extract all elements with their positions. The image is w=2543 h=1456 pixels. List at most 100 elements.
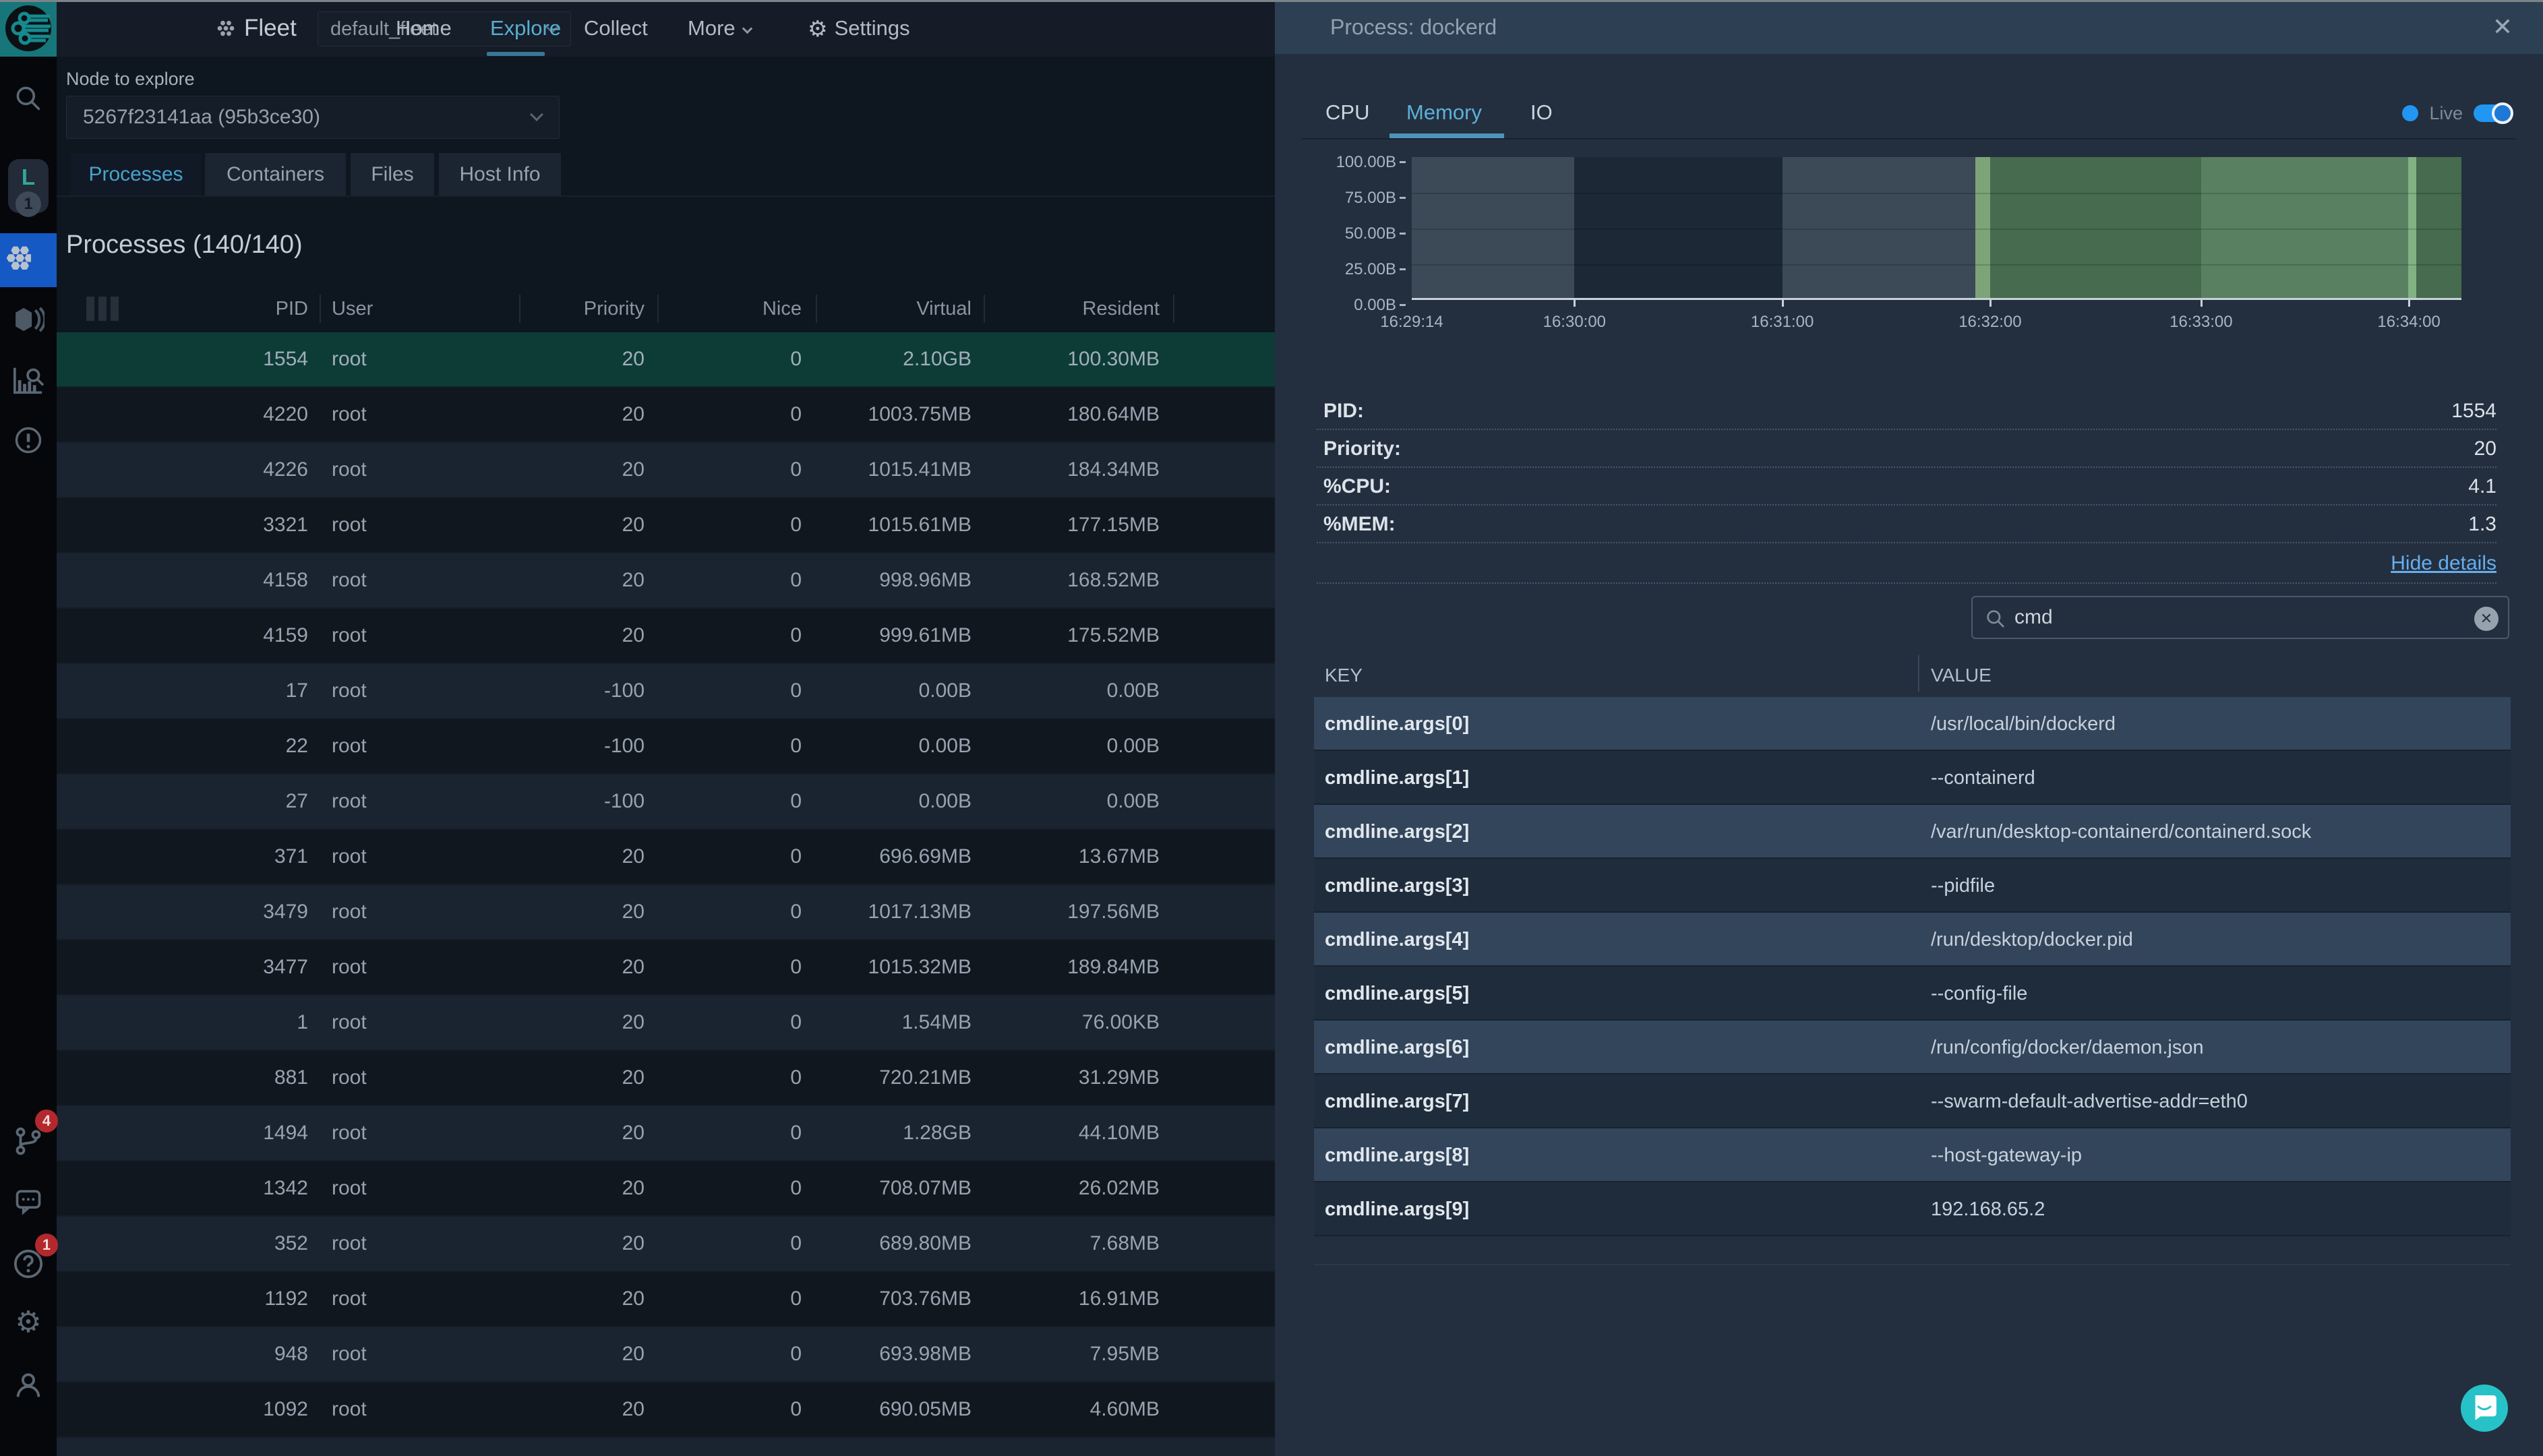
kv-header-value: VALUE [1931, 665, 1992, 686]
cell-priority: 20 [475, 885, 645, 939]
nav-item-home[interactable]: Home [396, 0, 452, 57]
memory-chart[interactable] [1412, 157, 2461, 300]
kv-row[interactable]: cmdline.args[8]--host-gateway-ip [1314, 1128, 2511, 1182]
panel-tabs: CPU Memory IO [1302, 0, 2516, 140]
clear-search-icon[interactable]: ✕ [2474, 607, 2499, 631]
column-header-nice[interactable]: Nice [663, 292, 802, 326]
sidebar-item-processes-active[interactable] [0, 233, 57, 287]
cell-priority: 20 [475, 830, 645, 884]
column-header-virtual[interactable]: Virtual [818, 292, 971, 326]
table-row[interactable]: 948root200693.98MB7.95MB [57, 1327, 1275, 1383]
hide-details-link[interactable]: Hide details [2391, 552, 2496, 574]
table-row[interactable]: 22root-10000.00B0.00B [57, 719, 1275, 775]
chart-band [1783, 157, 1975, 298]
cell-nice: 0 [663, 1383, 802, 1436]
x-tick-mark [1782, 300, 1784, 307]
kv-table-rows: cmdline.args[0]/usr/local/bin/dockerdcmd… [1314, 697, 2511, 1236]
table-row[interactable]: 881root200720.21MB31.29MB [57, 1051, 1275, 1106]
tab-host-info[interactable]: Host Info [439, 153, 561, 195]
kv-row[interactable]: cmdline.args[4]/run/desktop/docker.pid [1314, 913, 2511, 967]
table-row[interactable]: 3479root2001017.13MB197.56MB [57, 885, 1275, 940]
tab-io[interactable]: IO [1530, 100, 1553, 125]
help-badge: 1 [35, 1234, 58, 1256]
kv-row[interactable]: cmdline.args[3]--pidfile [1314, 859, 2511, 913]
table-row[interactable]: 3321root2001015.61MB177.15MB [57, 498, 1275, 553]
nav-item-more[interactable]: More [688, 0, 751, 57]
cell-resident: 31.29MB [987, 1051, 1160, 1105]
node-selector[interactable]: 5267f23141aa (95b3ce30) [66, 96, 560, 139]
tab-containers[interactable]: Containers [205, 153, 346, 195]
table-row[interactable]: 4226root2001015.41MB184.34MB [57, 443, 1275, 498]
x-tick-label: 16:30:00 [1520, 313, 1628, 332]
tab-processes[interactable]: Processes [71, 153, 201, 195]
kv-key: cmdline.args[2] [1325, 805, 1469, 859]
gear-icon[interactable]: ⚙ [0, 1308, 57, 1337]
cell-priority: 20 [475, 388, 645, 442]
column-header-user[interactable]: User [332, 292, 373, 326]
cell-pid: 371 [57, 830, 308, 884]
table-row[interactable]: 4220root2001003.75MB180.64MB [57, 388, 1275, 443]
cell-nice: 0 [663, 553, 802, 607]
chart-band [1975, 157, 1990, 298]
kv-row[interactable]: cmdline.args[9]192.168.65.2 [1314, 1182, 2511, 1236]
gear-icon: ⚙ [808, 16, 828, 41]
cell-priority: 20 [475, 1161, 645, 1215]
cell-pid: 1554 [57, 332, 308, 386]
tab-files[interactable]: Files [351, 153, 434, 195]
table-row[interactable]: 352root200689.80MB7.68MB [57, 1217, 1275, 1272]
table-row[interactable]: 3477root2001015.32MB189.84MB [57, 940, 1275, 996]
table-row[interactable]: 4158root200998.96MB168.52MB [57, 553, 1275, 609]
avatar[interactable]: L 1 [8, 159, 49, 213]
cell-priority: 20 [475, 609, 645, 663]
table-row[interactable]: 1192root200703.76MB16.91MB [57, 1272, 1275, 1327]
tab-memory[interactable]: Memory [1406, 100, 1482, 125]
kv-row[interactable]: cmdline.args[2]/var/run/desktop-containe… [1314, 805, 2511, 859]
table-row[interactable]: 17root-10000.00B0.00B [57, 664, 1275, 719]
column-header-priority[interactable]: Priority [475, 292, 645, 326]
search-input[interactable] [2014, 597, 2446, 638]
column-header-pid[interactable]: PID [57, 292, 308, 326]
chat-launcher-button[interactable] [2461, 1385, 2508, 1432]
app-logo[interactable] [0, 0, 57, 57]
table-row[interactable]: 1554root2002.10GB100.30MB [57, 332, 1275, 388]
table-row[interactable]: 1092root200690.05MB4.60MB [57, 1383, 1275, 1438]
cell-virtual: 720.21MB [818, 1051, 971, 1105]
kv-row[interactable]: cmdline.args[7]--swarm-default-advertise… [1314, 1074, 2511, 1128]
cell-resident: 16.91MB [987, 1272, 1160, 1326]
kv-row[interactable]: cmdline.args[0]/usr/local/bin/dockerd [1314, 697, 2511, 751]
column-header-resident[interactable]: Resident [987, 292, 1160, 326]
live-toggle[interactable] [2474, 104, 2511, 122]
nav-item-collect[interactable]: Collect [584, 0, 648, 57]
kv-row[interactable]: cmdline.args[1]--containerd [1314, 751, 2511, 805]
table-row[interactable]: 1342root200708.07MB26.02MB [57, 1161, 1275, 1217]
table-row[interactable]: 1root2001.54MB76.00KB [57, 996, 1275, 1051]
tab-cpu[interactable]: CPU [1325, 100, 1369, 125]
table-row[interactable]: 371root200696.69MB13.67MB [57, 830, 1275, 885]
table-row[interactable]: 1494root2001.28GB44.10MB [57, 1106, 1275, 1161]
kv-row[interactable]: cmdline.args[6]/run/config/docker/daemon… [1314, 1021, 2511, 1074]
cell-pid: 17 [57, 664, 308, 718]
table-row[interactable]: 4159root200999.61MB175.52MB [57, 609, 1275, 664]
cell-nice: 0 [663, 719, 802, 773]
kv-row[interactable]: cmdline.args[5]--config-file [1314, 967, 2511, 1021]
table-row[interactable]: 27root-10000.00B0.00B [57, 775, 1275, 830]
kv-table-end-divider [1314, 1264, 2511, 1265]
kv-key: cmdline.args[1] [1325, 751, 1469, 805]
alert-icon[interactable] [0, 426, 57, 458]
search-icon[interactable] [0, 84, 57, 117]
nav-item-explore[interactable]: Explore [490, 0, 561, 57]
process-table-rows: 1554root2002.10GB100.30MB4220root2001003… [57, 332, 1275, 1456]
cell-resident: 0.00B [987, 775, 1160, 828]
chat-icon[interactable] [0, 1186, 57, 1219]
cell-resident: 184.34MB [987, 443, 1160, 497]
honeycomb-icon [0, 245, 31, 272]
cell-virtual: 1.28GB [818, 1106, 971, 1160]
hexagon-stack-icon[interactable] [0, 305, 57, 338]
chart-search-icon[interactable] [0, 365, 57, 398]
user-icon[interactable] [0, 1370, 57, 1404]
x-tick-label: 16:34:00 [2355, 313, 2463, 332]
tabs-divider [57, 195, 1275, 197]
nav-item-settings[interactable]: ⚙Settings [808, 0, 910, 57]
cell-priority: 20 [475, 996, 645, 1050]
cell-nice: 0 [663, 609, 802, 663]
